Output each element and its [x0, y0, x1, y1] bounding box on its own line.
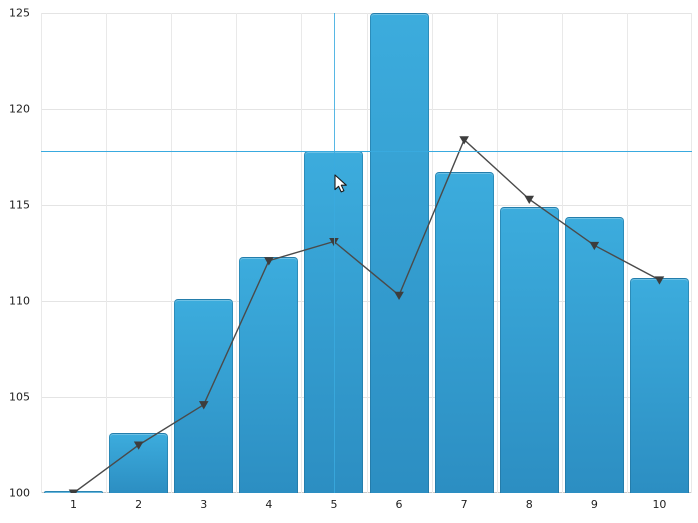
- bar-8[interactable]: [499, 206, 559, 493]
- line-marker-3[interactable]: [198, 401, 209, 410]
- vertical-gridline: [41, 13, 42, 493]
- vertical-gridline: [106, 13, 107, 493]
- x-tick-label: 2: [135, 498, 143, 511]
- y-tick-label: 100: [9, 486, 30, 500]
- vertical-gridline: [497, 13, 498, 493]
- line-series: [68, 136, 665, 494]
- vertical-gridline: [367, 13, 368, 493]
- x-tick-label: 7: [460, 498, 468, 511]
- line-marker-1[interactable]: [68, 489, 79, 494]
- vertical-gridline: [171, 13, 172, 493]
- x-tick-label: 5: [330, 498, 338, 511]
- x-tick-label: 10: [652, 498, 667, 511]
- horizontal-gridline: [41, 13, 692, 14]
- line-marker-2[interactable]: [133, 441, 144, 450]
- line-marker-6[interactable]: [394, 291, 404, 301]
- vertical-gridline: [236, 13, 237, 493]
- vertical-gridline: [627, 13, 628, 493]
- horizontal-gridline: [41, 205, 692, 206]
- line-marker-8[interactable]: [524, 195, 535, 205]
- bar-9[interactable]: [564, 216, 624, 493]
- x-tick-label: 9: [590, 498, 598, 511]
- y-tick-label: 105: [9, 390, 30, 404]
- line-marker-9[interactable]: [589, 241, 600, 251]
- line-marker-4[interactable]: [264, 257, 274, 266]
- vertical-gridline: [562, 13, 563, 493]
- x-axis: 1 2 3 4 5 6 7 8 9 10: [0, 498, 698, 518]
- horizontal-gridline: [41, 397, 692, 398]
- y-tick-label: 115: [9, 198, 30, 212]
- bar-3[interactable]: [174, 299, 234, 493]
- horizontal-gridline: [41, 492, 692, 493]
- horizontal-gridline: [41, 109, 692, 110]
- plot-area[interactable]: [41, 13, 692, 493]
- y-axis: 100 105 110 115 120 125: [0, 0, 34, 523]
- vertical-gridline: [432, 13, 433, 493]
- vertical-gridline: [691, 13, 692, 493]
- bar-6[interactable]: [369, 13, 429, 493]
- line-marker-10[interactable]: [654, 276, 665, 285]
- bar-10[interactable]: [629, 277, 689, 493]
- x-tick-label: 6: [395, 498, 403, 511]
- x-tick-label: 4: [265, 498, 273, 511]
- y-tick-label: 120: [9, 102, 30, 116]
- y-tick-label: 110: [9, 294, 30, 308]
- y-tick-label: 125: [9, 6, 30, 20]
- line-marker-7[interactable]: [459, 136, 469, 145]
- line-path: [73, 138, 660, 493]
- x-tick-label: 8: [525, 498, 533, 511]
- horizontal-gridline: [41, 301, 692, 302]
- x-tick-label: 3: [200, 498, 208, 511]
- bar-4[interactable]: [239, 256, 299, 493]
- vertical-gridline: [301, 13, 302, 493]
- bar-7[interactable]: [434, 172, 494, 493]
- x-tick-label: 1: [70, 498, 78, 511]
